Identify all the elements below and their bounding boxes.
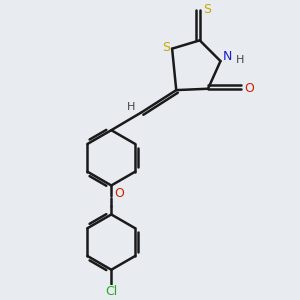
Text: Cl: Cl [105,285,117,298]
Text: N: N [223,50,232,63]
Text: H: H [236,55,244,65]
Text: S: S [203,3,211,16]
Text: O: O [114,187,124,200]
Text: S: S [162,41,170,54]
Text: H: H [127,102,135,112]
Text: O: O [244,82,254,95]
